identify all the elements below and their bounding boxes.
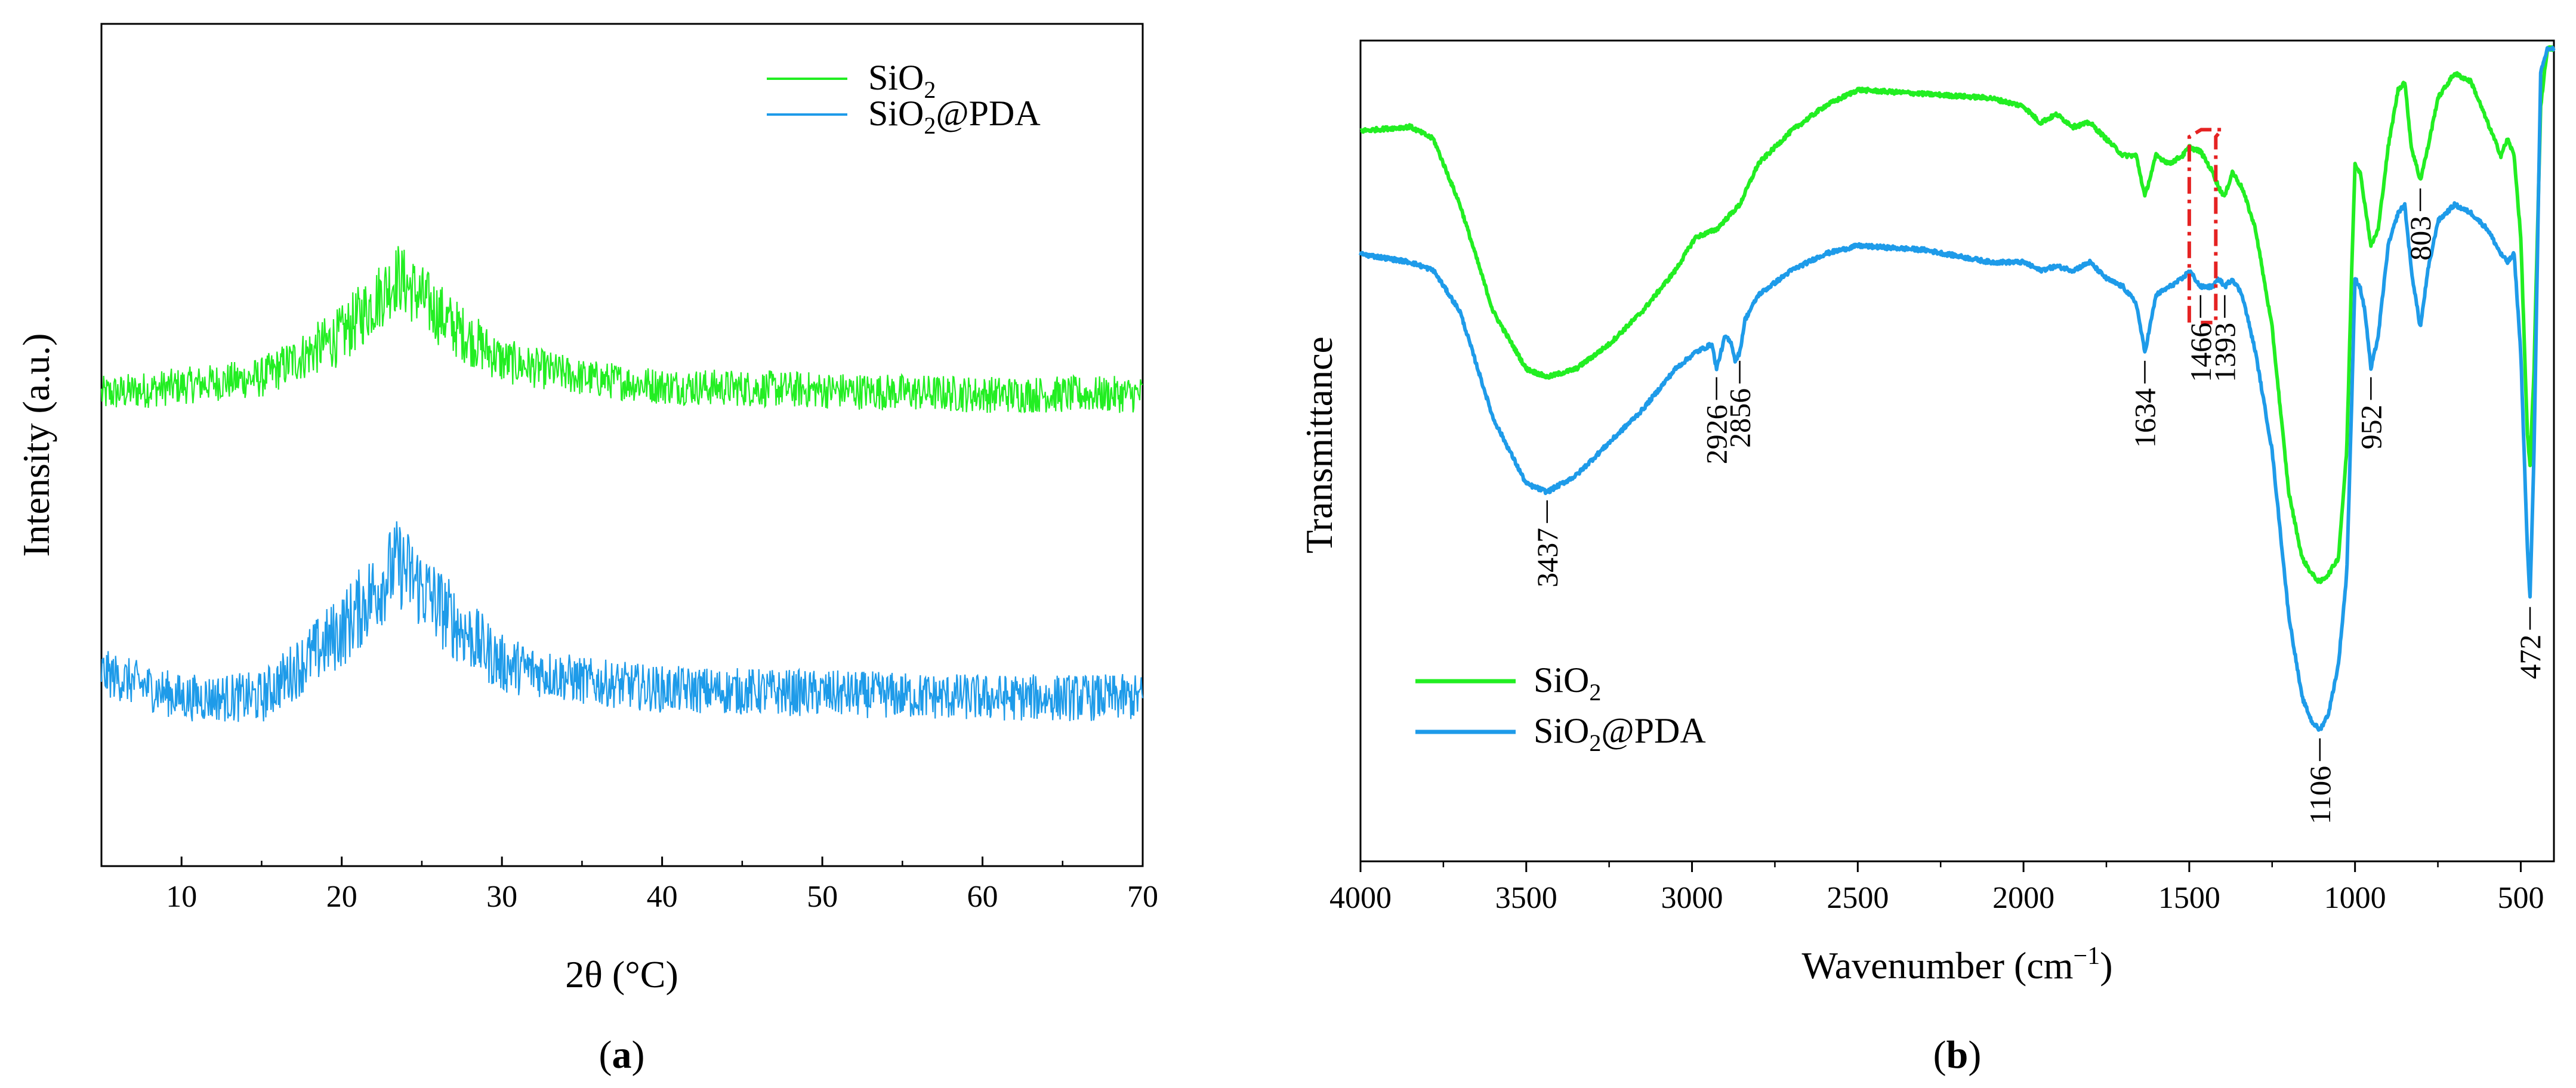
y-axis-label-a: Intensity (a.u.): [15, 333, 57, 557]
peak-label-1466: 1466: [2184, 323, 2217, 382]
x-ticks-a: 10 20 30 40 50 60 70: [100, 857, 1158, 914]
x-tick-label-b: 2000: [1992, 881, 2054, 915]
x-tick-label-b: 3000: [1661, 881, 1723, 915]
legend-a: SiO2 SiO2@PDA: [767, 58, 1041, 139]
peak-label-2856: 2856: [1723, 388, 1757, 448]
x-ticks-b: 4000 3500 3000 2500 2000 1500 1000 500: [1329, 861, 2544, 915]
x-tick-label-b: 500: [2497, 881, 2544, 915]
peak-label-1106: 1106: [2303, 766, 2337, 824]
x-axis-label-b: Wavenumber (cm−1): [1801, 942, 2112, 987]
x-tick-label-b: 2500: [1827, 881, 1889, 915]
x-tick-label-a: 50: [807, 880, 838, 914]
y-axis-label-b: Transmittance: [1298, 336, 1340, 554]
x-tick-label-a: 40: [647, 880, 678, 914]
panel-label-a: (a): [599, 1033, 645, 1077]
plot-frame-a: [100, 23, 1144, 867]
x-tick-label-a: 60: [967, 880, 998, 914]
series-group-b: [1359, 45, 2556, 732]
xrd-chart: 10 20 30 40 50 60 70 2θ (°C) Intensity (a.u.) …: [15, 23, 1158, 1077]
legend-label-sio2-a: SiO2: [868, 58, 936, 103]
highlight-box-outline: [2187, 128, 2226, 324]
x-tick-label-a: 70: [1127, 880, 1158, 914]
peak-label-803: 803: [2404, 216, 2437, 261]
legend-b: SiO2 SiO2@PDA: [1415, 660, 1706, 756]
x-tick-label-b: 1500: [2158, 881, 2220, 915]
series-line-a-0: [100, 246, 1143, 413]
x-tick-label-b: 1000: [2324, 881, 2386, 915]
panel-label-b: (b): [1933, 1033, 1982, 1077]
series-line-b-0: [1359, 45, 2555, 585]
peak-label-472: 472: [2513, 635, 2547, 679]
x-tick-label-a: 20: [326, 880, 357, 914]
plot-frame-b: [1359, 39, 2555, 863]
peak-label-1393: 1393: [2208, 323, 2241, 382]
x-tick-label-a: 10: [166, 880, 197, 914]
x-tick-label-b: 3500: [1495, 881, 1557, 915]
x-tick-label-b: 4000: [1329, 881, 1392, 915]
x-axis-label-a: 2θ (°C): [565, 953, 678, 996]
peak-label-952: 952: [2354, 404, 2387, 449]
peak-label-2926: 2926: [1700, 404, 1733, 464]
peak-label-1634: 1634: [2128, 388, 2161, 448]
series-group-a: [100, 246, 1144, 722]
legend-label-sio2pda-b: SiO2@PDA: [1534, 711, 1706, 756]
x-tick-label-a: 30: [486, 880, 517, 914]
legend-label-sio2-b: SiO2: [1534, 660, 1601, 706]
series-line-a-1: [100, 521, 1144, 722]
series-line-b-1: [1359, 45, 2556, 732]
highlight-box-1466: [2187, 128, 2226, 324]
peak-label-3437: 3437: [1531, 528, 1564, 588]
legend-label-sio2pda-a: SiO2@PDA: [868, 94, 1041, 139]
